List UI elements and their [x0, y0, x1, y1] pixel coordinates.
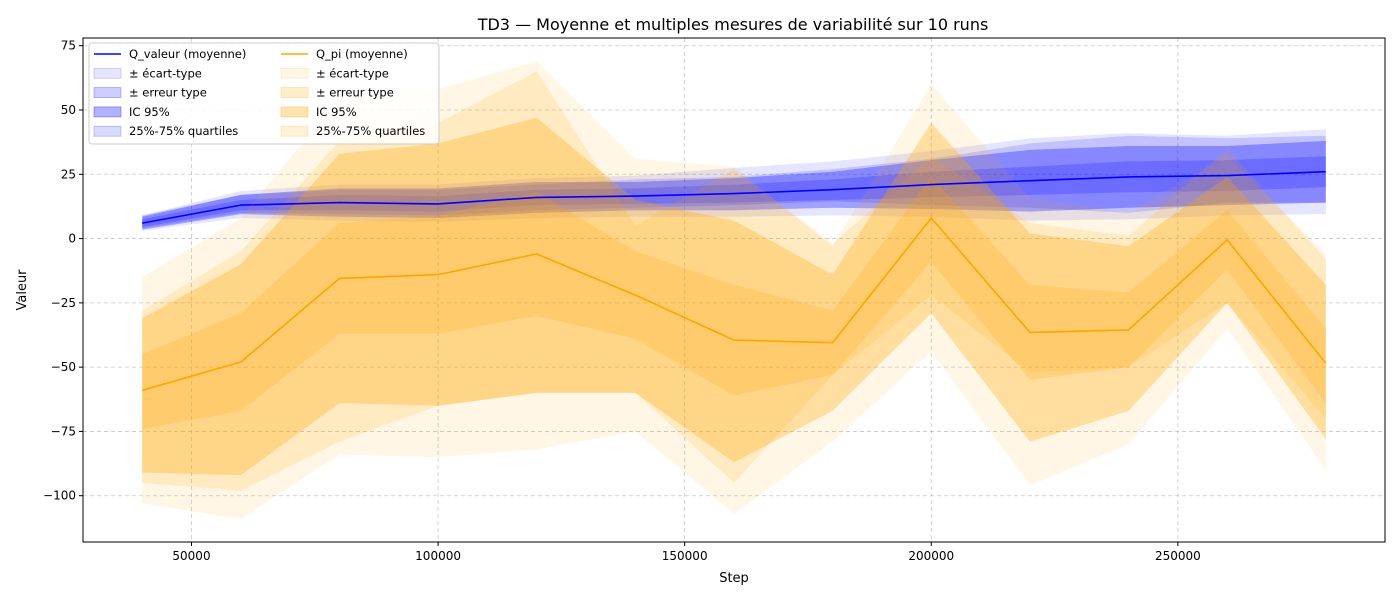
legend-entry-label: IC 95%	[316, 105, 357, 119]
y-tick-label: 75	[61, 39, 76, 53]
legend: Q_valeur (moyenne) ± écart-type ± erreur t…	[88, 42, 440, 145]
bands	[142, 61, 1326, 519]
band-series-1	[142, 117, 1326, 476]
x-tick-label: 200000	[908, 549, 954, 563]
y-tick-label: −75	[51, 424, 76, 438]
legend-box	[88, 42, 440, 145]
band-series-0	[142, 135, 1326, 229]
legend-entry-label: ± erreur type	[129, 86, 207, 100]
y-axis-ticks: −100 −75 −50 −25 0 25 50 75	[43, 39, 83, 503]
series-lines	[141, 170, 1327, 392]
x-axis-ticks: 50000 100000 150000 200000 250000	[172, 542, 1201, 563]
legend-patch-swatch	[280, 87, 309, 98]
x-tick-label: 250000	[1155, 549, 1201, 563]
y-tick-label: −25	[51, 296, 76, 310]
legend-entry-label: 25%-75% quartiles	[129, 124, 238, 138]
legend-entry-label: ± erreur type	[316, 86, 394, 100]
legend-patch-swatch	[280, 67, 309, 79]
legend-patch-swatch	[280, 106, 309, 118]
legend-entry-label: ± écart-type	[316, 66, 389, 80]
y-tick-label: −50	[51, 360, 76, 374]
y-tick-label: −100	[43, 489, 76, 503]
legend-entry-label: IC 95%	[129, 105, 170, 119]
band-series-1	[142, 176, 1326, 429]
chart-title: TD3 — Moyenne et multiples mesures de va…	[477, 15, 989, 34]
band-series-0	[142, 140, 1326, 230]
y-tick-label: 25	[61, 167, 76, 181]
x-tick-label: 50000	[172, 549, 210, 563]
x-tick-label: 100000	[415, 549, 461, 563]
legend-patch-swatch	[280, 125, 309, 137]
band-series-0	[142, 156, 1326, 227]
plot-frame	[82, 37, 1386, 543]
x-tick-label: 150000	[662, 549, 708, 563]
y-tick-label: 0	[68, 232, 76, 246]
y-axis-label: Valeur	[15, 269, 30, 311]
mean-line-series-1	[141, 217, 1327, 392]
legend-patch-swatch	[93, 87, 122, 98]
band-series-1	[142, 61, 1326, 519]
legend-patch-swatch	[93, 106, 122, 118]
legend-entry-label: ± écart-type	[129, 66, 202, 80]
band-series-0	[142, 129, 1326, 231]
legend-entry-label: Q_pi (moyenne)	[316, 47, 408, 61]
y-tick-label: 50	[61, 103, 76, 117]
legend-patch-swatch	[93, 67, 122, 79]
legend-entry-label: 25%-75% quartiles	[316, 124, 425, 138]
x-axis-label: Step	[719, 571, 749, 586]
band-series-1	[142, 71, 1326, 491]
mean-line-series-0	[142, 170, 1326, 224]
legend-patch-swatch	[93, 125, 122, 137]
legend-entry-label: Q_valeur (moyenne)	[129, 47, 246, 61]
